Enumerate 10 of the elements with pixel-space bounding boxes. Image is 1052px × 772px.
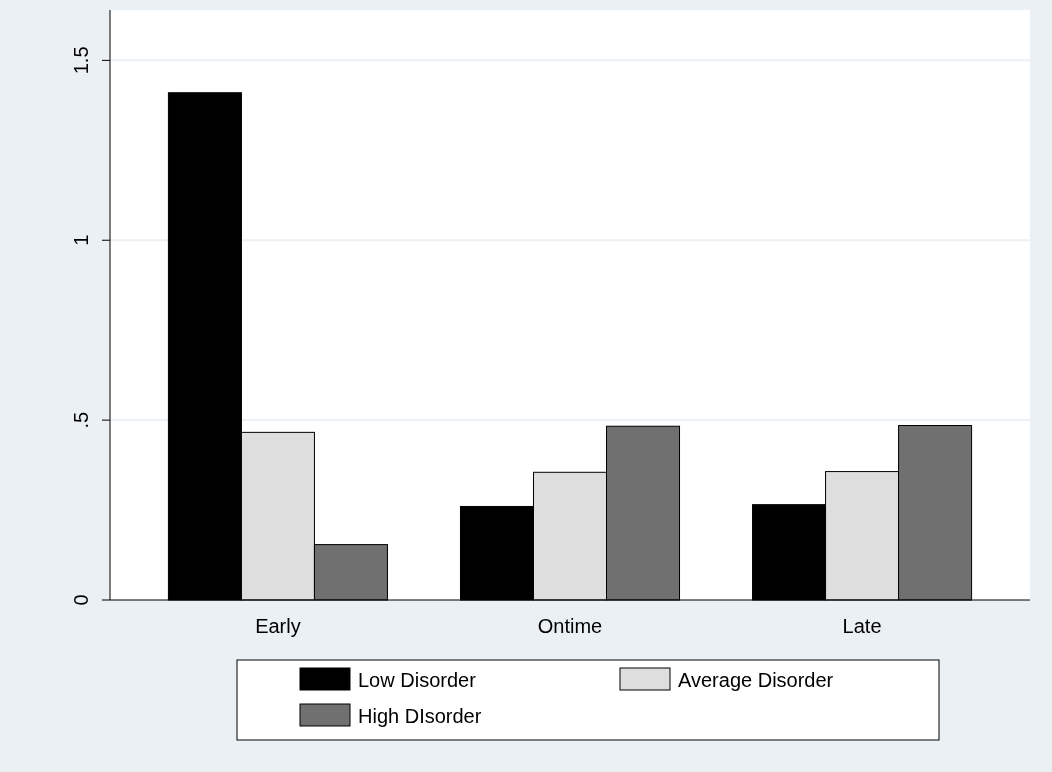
legend-label: High DIsorder [358, 705, 482, 727]
y-tick-label: 0 [70, 594, 92, 606]
y-tick-label: 1.5 [70, 46, 92, 75]
x-tick-label: Early [255, 615, 301, 637]
y-tick-label: 1 [70, 234, 92, 246]
legend-label: Low Disorder [358, 669, 477, 691]
x-tick-label: Ontime [537, 615, 603, 637]
x-tick-label: Late [842, 615, 882, 637]
legend-label: Average Disorder [678, 669, 834, 691]
y-tick-label: .5 [70, 411, 92, 429]
